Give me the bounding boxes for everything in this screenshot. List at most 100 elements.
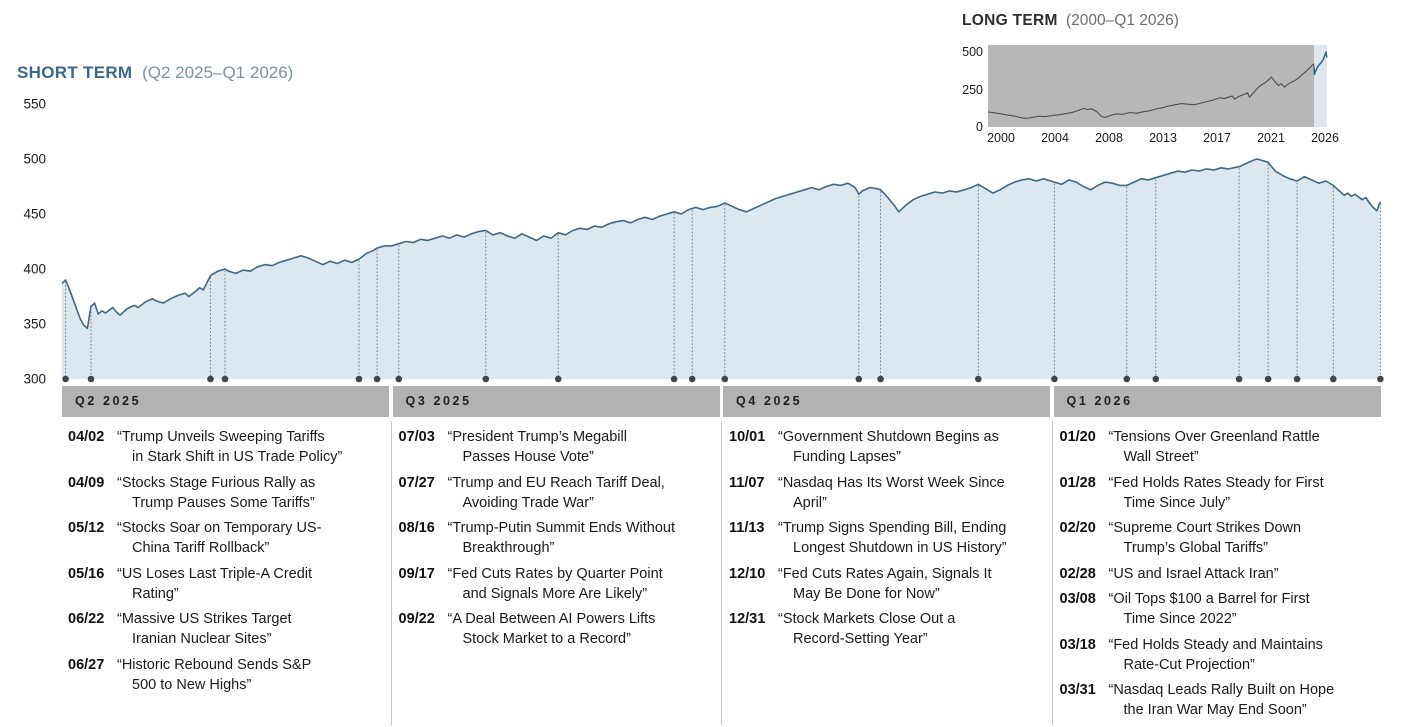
event-headline: “President Trump’s Megabill Passes House… xyxy=(447,429,627,465)
event-headline: “Trump-Putin Summit Ends Without Breakth… xyxy=(447,520,676,556)
column-divider xyxy=(721,421,722,725)
event-marker-dot xyxy=(221,375,229,383)
quarter-header: Q2 2025 xyxy=(62,386,389,417)
event-date: 06/22 xyxy=(68,611,105,627)
quarter-header: Q3 2025 xyxy=(392,386,720,417)
price-line xyxy=(61,158,1382,330)
event-marker-dot xyxy=(62,375,69,383)
event-date: 09/17 xyxy=(398,565,435,582)
event-marker-dot xyxy=(355,375,363,383)
event-row: 05/12 “Stocks Soar on Temporary US- Chin… xyxy=(62,518,392,558)
event-headline: “Government Shutdown Begins as Funding L… xyxy=(778,429,999,465)
event-marker-dot xyxy=(688,375,696,383)
lt-x-axis-tick: 2026 xyxy=(1311,131,1339,145)
event-marker-dot xyxy=(1264,375,1272,383)
event-marker-dot xyxy=(855,375,863,383)
event-date: 12/10 xyxy=(729,565,766,582)
event-date: 05/16 xyxy=(68,565,105,582)
st-y-axis-tick: 350 xyxy=(23,316,46,332)
event-marker-dot xyxy=(87,375,95,383)
event-headline: “A Deal Between AI Powers Lifts Stock Ma… xyxy=(447,611,656,647)
event-headline: “Historic Rebound Sends S&P 500 to New H… xyxy=(117,656,312,693)
event-headline: “Trump and EU Reach Tariff Deal, Avoidin… xyxy=(447,474,665,511)
event-marker-dot xyxy=(1235,375,1243,383)
event-headline: “Fed Cuts Rates Again, Signals It May Be… xyxy=(778,565,992,602)
event-date: 07/27 xyxy=(398,474,435,491)
event-row: 10/01 “Government Shutdown Begins as Fun… xyxy=(723,427,1053,467)
st-y-axis-tick: 300 xyxy=(23,371,46,387)
event-headline: “Massive US Strikes Target Iranian Nucle… xyxy=(117,611,292,647)
event-marker-dot xyxy=(1330,375,1337,383)
event-headline: “Stock Markets Close Out a Record-Settin… xyxy=(778,611,956,647)
short-term-subtitle: (Q2 2025–Q1 2026) xyxy=(142,63,294,82)
event-column: 01/20 “Tensions Over Greenland Rattle Wa… xyxy=(1054,427,1384,720)
event-date: 12/31 xyxy=(729,611,766,627)
event-date: 03/18 xyxy=(1059,636,1096,653)
event-marker-dot xyxy=(1293,375,1301,383)
long-term-highlight-band xyxy=(1314,45,1327,127)
event-date: 03/08 xyxy=(1059,591,1096,607)
event-row: 11/13 “Trump Signs Spending Bill, Ending… xyxy=(723,518,1053,558)
event-date: 10/01 xyxy=(729,429,766,445)
event-column: 04/02 “Trump Unveils Sweeping Tariffs in… xyxy=(62,427,392,695)
event-headline: “US and Israel Attack Iran” xyxy=(1108,565,1279,582)
event-date: 06/27 xyxy=(68,656,105,673)
st-y-axis-tick: 400 xyxy=(23,261,46,277)
event-marker-dot xyxy=(554,375,562,383)
long-term-plot-background xyxy=(988,45,1314,127)
event-marker-dot xyxy=(1152,375,1160,383)
event-row: 09/22 “A Deal Between AI Powers Lifts St… xyxy=(393,609,723,649)
event-row: 12/10 “Fed Cuts Rates Again, Signals It … xyxy=(723,564,1053,604)
event-headline: “US Loses Last Triple-A Credit Rating” xyxy=(117,565,313,602)
event-row: 03/18 “Fed Holds Steady and Maintains Ra… xyxy=(1054,635,1384,675)
event-headline: “Fed Holds Steady and Maintains Rate-Cut… xyxy=(1108,636,1323,673)
event-marker-dot xyxy=(207,375,214,383)
event-row: 09/17 “Fed Cuts Rates by Quarter Point a… xyxy=(393,564,723,604)
event-headline: “Nasdaq Has Its Worst Week Since April” xyxy=(778,474,1005,511)
event-date: 11/13 xyxy=(729,520,765,536)
event-row: 03/31 “Nasdaq Leads Rally Built on Hope … xyxy=(1054,680,1384,720)
event-marker-dot xyxy=(1123,375,1131,383)
event-date: 02/28 xyxy=(1059,565,1096,582)
event-headline: “Fed Cuts Rates by Quarter Point and Sig… xyxy=(447,565,663,602)
event-row: 08/16 “Trump-Putin Summit Ends Without B… xyxy=(393,518,723,558)
event-headline: “Stocks Stage Furious Rally as Trump Pau… xyxy=(117,474,316,511)
long-term-line xyxy=(987,63,1315,119)
event-marker-dot xyxy=(721,375,729,383)
long-term-title: LONG TERM (2000–Q1 2026) xyxy=(962,12,1179,30)
lt-y-axis-tick: 250 xyxy=(962,82,983,97)
long-term-subtitle: (2000–Q1 2026) xyxy=(1066,12,1179,29)
event-row: 11/07 “Nasdaq Has Its Worst Week Since A… xyxy=(723,473,1053,513)
event-marker-dot xyxy=(670,375,678,383)
event-row: 02/28 “US and Israel Attack Iran” xyxy=(1054,564,1384,584)
event-date: 08/16 xyxy=(398,520,435,536)
event-date: 09/22 xyxy=(398,611,435,627)
event-date: 01/28 xyxy=(1059,474,1096,491)
event-row: 05/16 “US Loses Last Triple-A Credit Rat… xyxy=(62,564,392,604)
event-marker-dot xyxy=(1377,375,1384,383)
long-term-title-text: LONG TERM xyxy=(962,12,1058,29)
event-date: 11/07 xyxy=(729,474,765,491)
event-marker-dot xyxy=(1051,375,1058,383)
event-row: 04/09 “Stocks Stage Furious Rally as Tru… xyxy=(62,473,392,513)
st-y-axis-tick: 450 xyxy=(23,206,46,222)
event-date: 04/09 xyxy=(68,474,105,491)
long-term-highlight-line xyxy=(1313,51,1328,76)
quarter-header: Q1 2026 xyxy=(1053,386,1381,417)
event-headline: “Stocks Soar on Temporary US- China Tari… xyxy=(117,520,322,556)
lt-x-axis-tick: 2017 xyxy=(1203,131,1231,145)
lt-y-axis-tick: 500 xyxy=(962,45,983,59)
event-row: 06/27 “Historic Rebound Sends S&P 500 to… xyxy=(62,655,392,695)
lt-x-axis-tick: 2008 xyxy=(1095,131,1123,145)
event-headline: “Oil Tops $100 a Barrel for First Time S… xyxy=(1108,591,1310,627)
event-column: 07/03 “President Trump’s Megabill Passes… xyxy=(393,427,723,649)
event-marker-dot xyxy=(482,375,490,383)
event-date: 05/12 xyxy=(68,520,105,536)
column-divider xyxy=(1051,421,1053,725)
event-marker-dot xyxy=(877,375,884,383)
lt-x-axis-tick: 2013 xyxy=(1149,131,1177,145)
event-column: 10/01 “Government Shutdown Begins as Fun… xyxy=(723,427,1053,649)
lt-y-axis-tick: 0 xyxy=(976,120,983,134)
